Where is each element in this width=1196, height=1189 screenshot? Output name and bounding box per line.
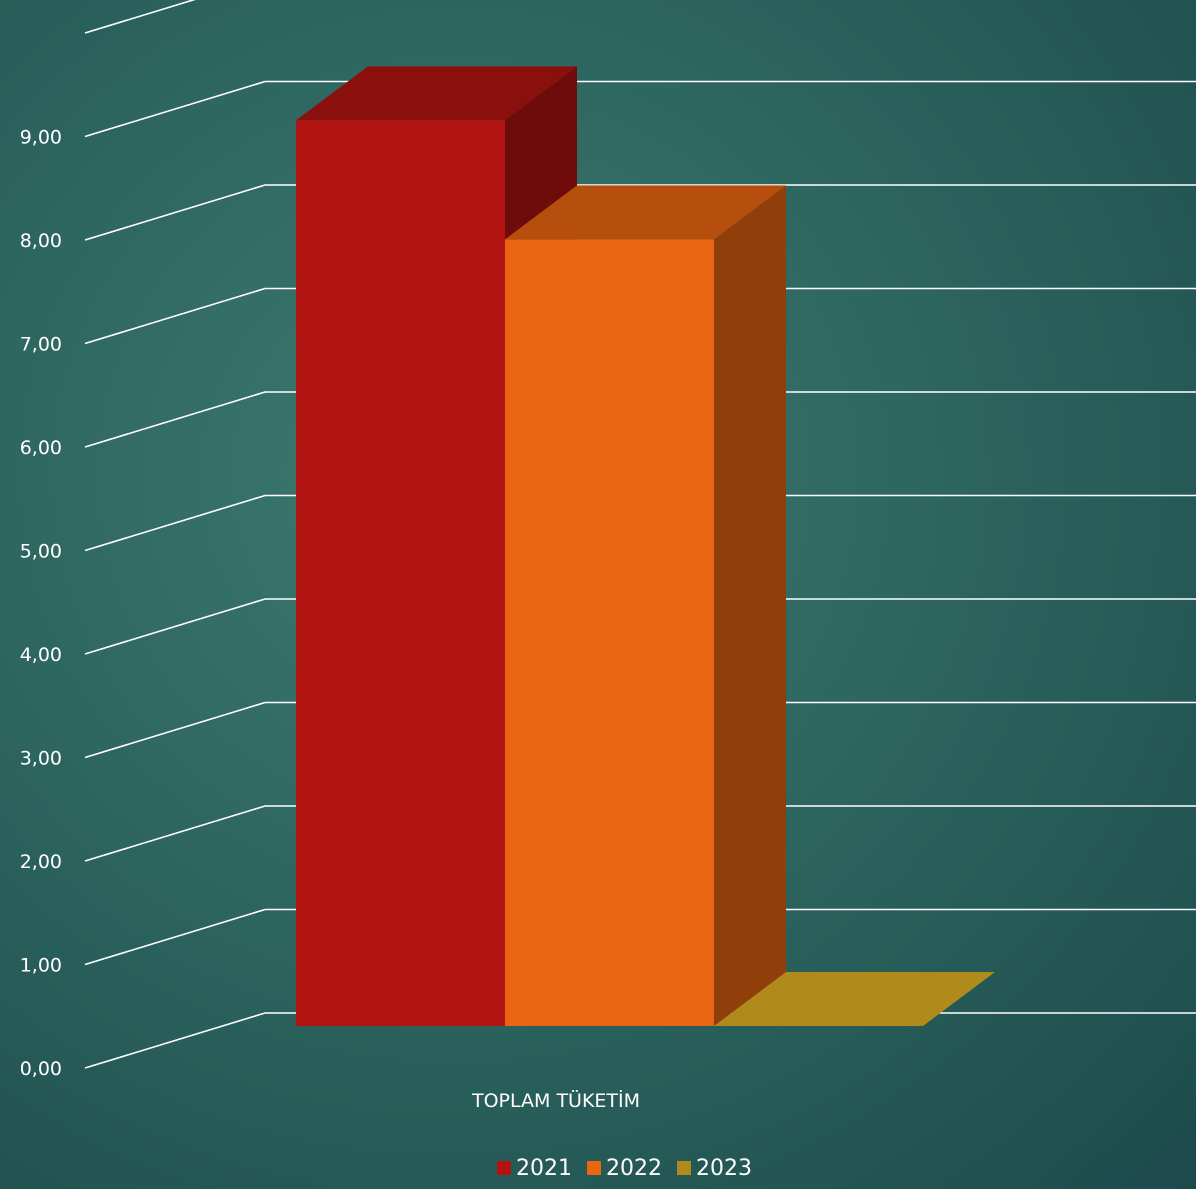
bars: [296, 66, 995, 1026]
gridline: [84, 391, 1196, 448]
legend-label: 2021: [516, 1156, 572, 1181]
gridline: [84, 0, 196, 34]
y-tick-label: 0,00: [20, 1058, 62, 1080]
y-tick-label: 4,00: [20, 644, 62, 666]
y-tick-label: 8,00: [20, 230, 62, 252]
gridline: [84, 287, 1196, 345]
bar-top-face: [296, 66, 577, 121]
legend-label: 2022: [606, 1156, 662, 1181]
bar-top-face: [505, 185, 786, 240]
legend-item-2023: 2023: [677, 1156, 752, 1181]
legend-item-2022: 2022: [587, 1156, 662, 1181]
legend-swatch: [497, 1161, 511, 1175]
gridline: [84, 494, 1196, 552]
legend-swatch: [677, 1161, 691, 1175]
bar-side-face: [714, 185, 786, 1026]
gridline: [84, 184, 1196, 241]
y-tick-label: 9,00: [20, 127, 62, 149]
bar-top-face: [714, 972, 995, 1026]
bar-front-face: [296, 120, 505, 1026]
gridline: [84, 598, 1196, 655]
y-tick-label: 1,00: [20, 955, 62, 977]
gridline: [84, 80, 1196, 138]
y-tick-label: 3,00: [20, 748, 62, 770]
gridlines: [84, 0, 1196, 1069]
y-tick-label: 6,00: [20, 437, 62, 459]
bar-2022: [505, 185, 786, 1026]
y-tick-label: 2,00: [20, 851, 62, 873]
bar-front-face: [505, 239, 714, 1026]
legend-item-2021: 2021: [497, 1156, 572, 1181]
gridline: [84, 805, 1196, 862]
category-label: TOPLAM TÜKETİM: [471, 1089, 640, 1112]
y-tick-label: 5,00: [20, 541, 62, 563]
legend: 2021 2022 2023: [497, 1156, 752, 1181]
gridline: [84, 701, 1196, 759]
gridline: [84, 908, 1196, 966]
legend-swatch: [587, 1161, 601, 1175]
bar-2023: [714, 972, 995, 1026]
y-tick-label: 7,00: [20, 334, 62, 356]
y-axis-tick-labels: 0,00 1,00 2,00 3,00 4,00 5,00 6,00 7,00 8,00 9,00: [20, 127, 62, 1081]
legend-label: 2023: [696, 1156, 752, 1181]
